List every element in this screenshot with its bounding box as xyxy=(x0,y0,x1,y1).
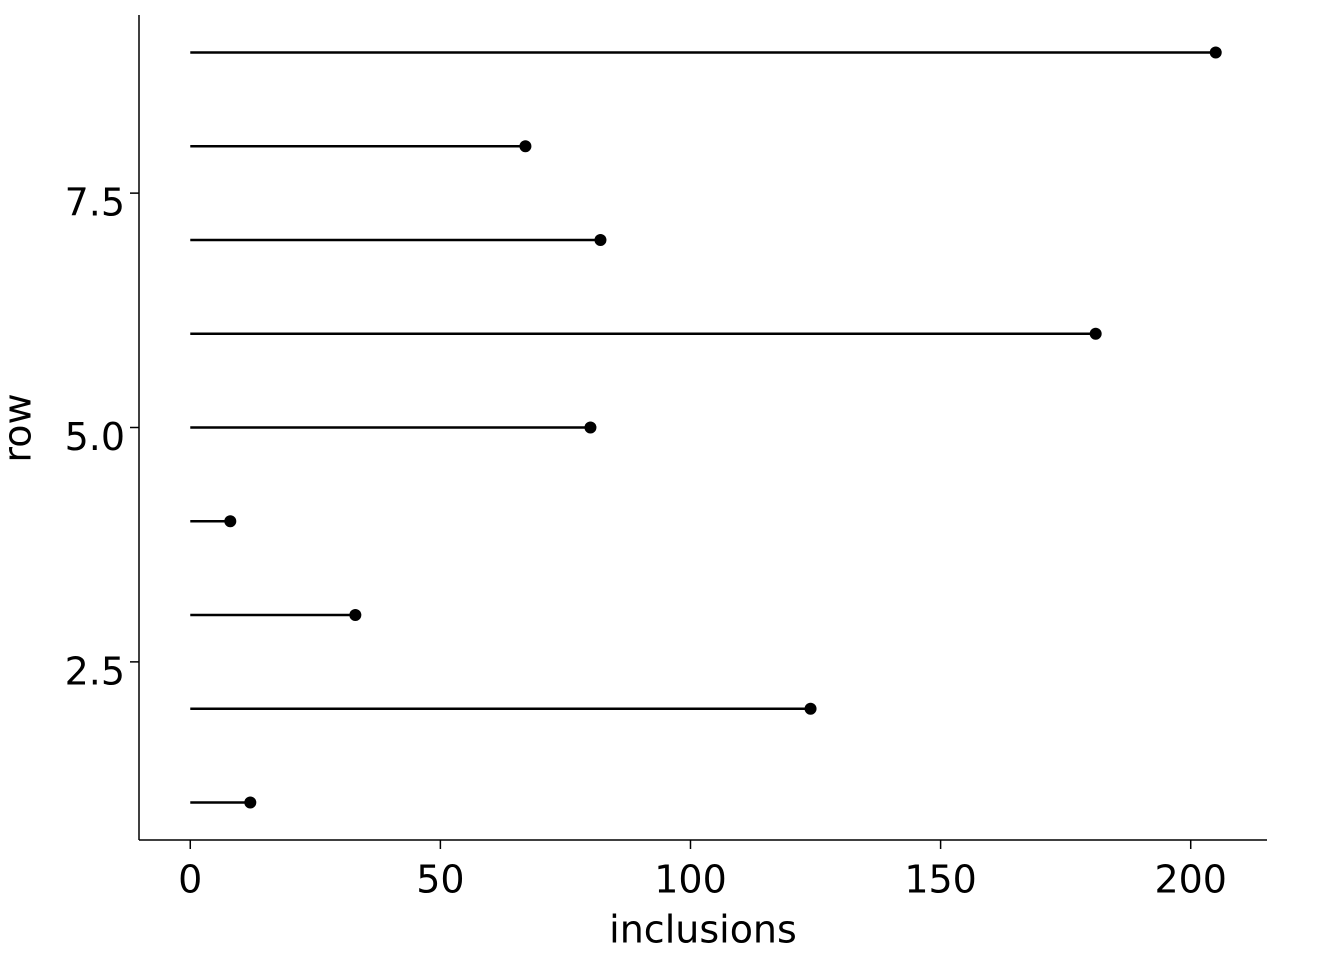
dot xyxy=(349,609,362,621)
x-axis-label: inclusions xyxy=(609,908,797,952)
x-tick-label: 50 xyxy=(416,858,464,902)
y-axis-label: row xyxy=(0,393,40,462)
x-tick-label: 100 xyxy=(654,858,727,902)
y-tick-label: 5.0 xyxy=(65,415,125,459)
dot xyxy=(804,702,817,715)
dot xyxy=(224,515,237,528)
x-tick-label: 200 xyxy=(1154,858,1227,902)
dot xyxy=(584,421,597,434)
dot xyxy=(519,140,532,153)
y-tick-label: 2.5 xyxy=(65,649,125,693)
y-tick-label: 7.5 xyxy=(65,181,125,225)
x-tick-label: 150 xyxy=(904,858,977,902)
dot xyxy=(1209,46,1222,59)
dot xyxy=(594,234,607,246)
x-tick-label: 0 xyxy=(178,858,202,902)
dot xyxy=(244,796,257,809)
dot xyxy=(1089,327,1102,340)
